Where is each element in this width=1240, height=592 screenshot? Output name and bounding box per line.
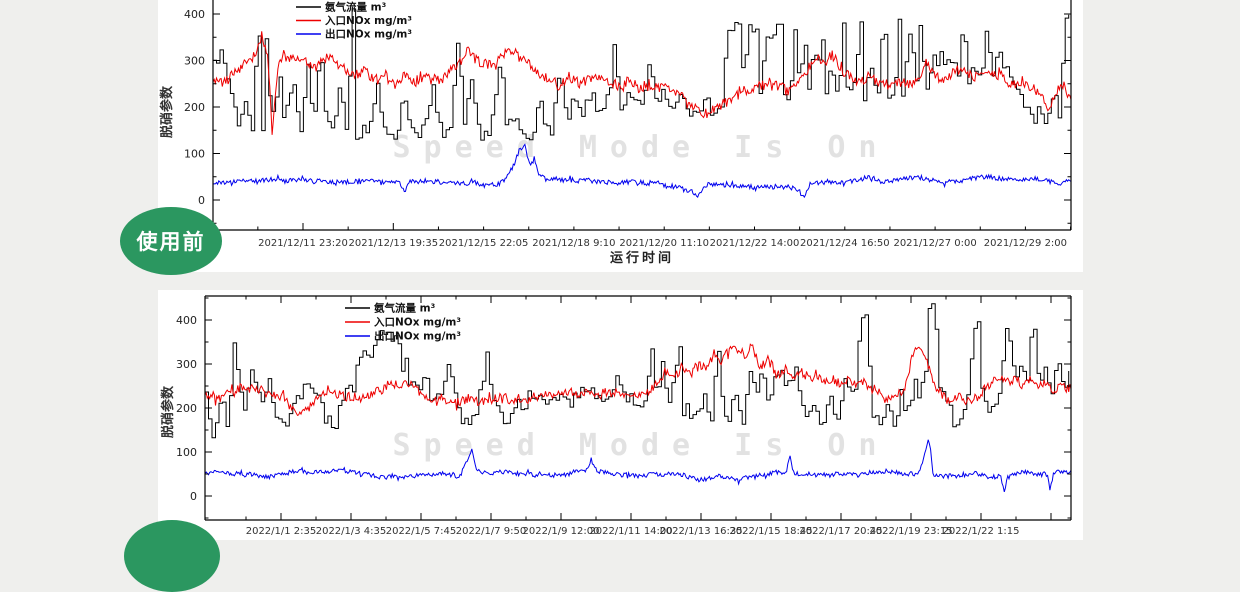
- outlet-nox-line: [213, 143, 1071, 199]
- x-axis-tick-label: 2022/1/7 9:50: [456, 526, 527, 537]
- x-axis-tick-label: 2022/1/19 23:15: [869, 526, 952, 537]
- y-axis-tick-label: 400: [184, 8, 205, 21]
- x-axis-tick-label: 2021/12/22 14:00: [710, 238, 800, 249]
- y-axis-tick-label: 300: [176, 358, 197, 371]
- y-axis-title: 脱硝参数: [160, 385, 176, 438]
- tick-marks: [205, 296, 1071, 520]
- before-chart-svg: Speed Mode Is On 0 100 200 300 400 2021/12/11 …: [159, 0, 1072, 266]
- plot-area: [205, 303, 1071, 493]
- x-axis-tick-label: 2022/1/22 1:15: [943, 526, 1020, 537]
- y-axis-tick-label: 100: [176, 446, 197, 459]
- x-axis-tick-label: 2021/12/20 11:10: [619, 238, 709, 249]
- x-axis-tick-label: 2022/1/5 7:45: [386, 526, 457, 537]
- watermark-text: Speed Mode Is On: [393, 428, 890, 463]
- badge-before-use: 使用前: [120, 207, 222, 275]
- y-axis-tick-label: 200: [184, 101, 205, 114]
- screenshot-root: { "page": { "background_color": "#efefed…: [120, 0, 1083, 592]
- x-axis-tick-label: 2022/1/11 14:00: [589, 526, 672, 537]
- ammonia-flow-line: [213, 8, 1070, 141]
- badge-after-use: [124, 520, 220, 592]
- y-axis-tick-label: 400: [176, 314, 197, 327]
- y-axis-tick-label: 200: [176, 402, 197, 415]
- x-axis-tick-label: 2022/1/3 4:35: [316, 526, 387, 537]
- y-axis-tick-label: 0: [198, 194, 205, 207]
- x-axis-tick-label: 2021/12/29 2:00: [984, 238, 1067, 249]
- axis-frame: [204, 295, 1072, 521]
- legend-label: 入口NOx mg/m³: [374, 317, 461, 329]
- x-axis-tick-label: 2021/12/18 9:10: [532, 238, 615, 249]
- ammonia-flow-line: [205, 303, 1070, 439]
- legend-label: 氨气流量 m³: [325, 1, 387, 14]
- outlet-nox-line: [205, 439, 1071, 493]
- x-axis-tick-label: 2021/12/13 19:35: [348, 238, 438, 249]
- x-axis-tick-label: 2021/12/15 22:05: [439, 238, 529, 249]
- legend-label: 入口NOx mg/m³: [325, 15, 412, 27]
- after-chart-svg: Speed Mode Is On 0 100 200 300 400 2022/1/1 2:…: [160, 295, 1072, 537]
- legend-label: 出口NOx mg/m³: [325, 28, 412, 41]
- badge-before-label: 使用前: [136, 230, 206, 254]
- legend-label: 出口NOx mg/m³: [374, 330, 461, 343]
- x-axis-tick-label: 2022/1/17 20:45: [799, 526, 882, 537]
- x-axis-tick-label: 2022/1/15 18:45: [729, 526, 812, 537]
- x-axis-tick-label: 2022/1/1 2:35: [246, 526, 317, 537]
- x-axis-title: 运行时间: [610, 250, 674, 266]
- inlet-nox-line: [205, 343, 1071, 417]
- y-axis-tick-label: 300: [184, 55, 205, 68]
- plot-area: [213, 8, 1071, 199]
- legend-label: 氨气流量 m³: [374, 302, 436, 315]
- x-axis-tick-label: 2021/12/24 16:50: [800, 238, 890, 249]
- y-axis-tick-label: 100: [184, 148, 205, 161]
- chart-panel-before: Speed Mode Is On 0 100 200 300 400 2021/12/11 …: [158, 0, 1083, 272]
- watermark-text: Speed Mode Is On: [393, 130, 890, 165]
- inlet-nox-line: [213, 31, 1071, 135]
- y-axis-title: 脱硝参数: [159, 85, 175, 138]
- x-axis-tick-label: 2022/1/9 12:00: [523, 526, 600, 537]
- tick-marks: [213, 13, 1072, 230]
- x-axis-tick-label: 2021/12/11 23:20: [258, 238, 348, 249]
- x-axis-tick-label: 2022/1/13 16:35: [659, 526, 742, 537]
- x-axis-tick-label: 2021/12/27 0:00: [893, 238, 976, 249]
- y-axis-tick-label: 0: [190, 490, 197, 503]
- axis-frame: [212, 0, 1072, 231]
- chart-panel-after: Speed Mode Is On 0 100 200 300 400 2022/1/1 2:…: [158, 290, 1083, 540]
